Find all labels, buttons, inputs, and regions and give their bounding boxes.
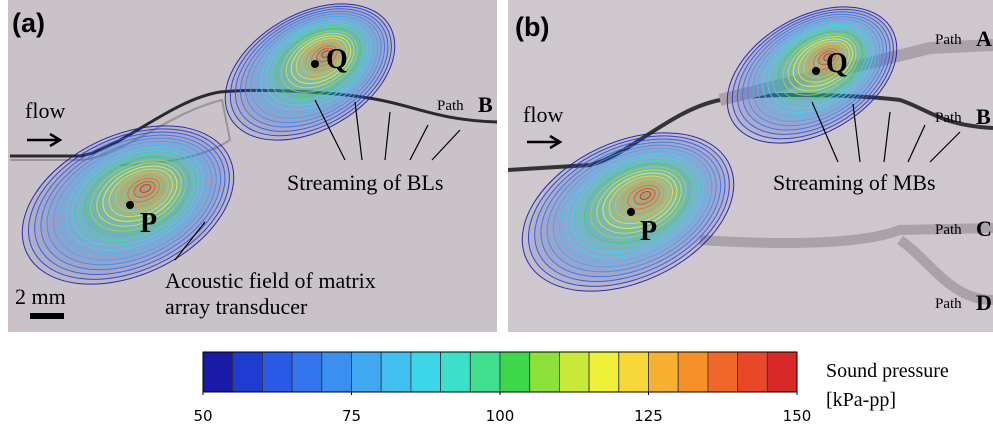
colorbar-segment [469,351,501,393]
path-prefix: Path [437,98,464,114]
contour [559,150,709,263]
colorbar-segment [410,351,441,393]
contour [807,45,843,74]
path-letter: A [976,26,992,51]
path-prefix: Path [935,110,962,126]
point-marker [627,208,635,216]
scale-bar [30,313,64,319]
tick-label: 100 [486,407,515,425]
channel [718,39,993,106]
contour [565,153,704,258]
channel-edge [10,88,497,158]
point-label: P [640,216,657,247]
contours [521,6,898,292]
colorbar-segment [291,351,323,393]
colorbar-segment [677,351,709,393]
contour [139,184,152,193]
colorbar-segment [648,351,679,393]
contour [639,191,652,200]
colorbar-segment [618,351,649,393]
annotation: array transducer [165,294,308,319]
flow-label: flow [523,102,563,127]
point-marker [311,60,319,68]
path-letter: B [478,92,493,117]
channel-edge [508,93,993,172]
path-prefix: Path [935,222,962,238]
contour [577,160,695,249]
tick-label: 75 [342,407,361,425]
colorbar-segment [588,351,620,393]
colorbar: 50 75 100 125 150 [193,351,812,425]
colorbar-segment [321,351,352,393]
tick-label: 50 [193,407,212,425]
tick-label: 125 [634,407,663,425]
colorbar-segment [261,351,293,393]
micrograph [8,0,497,332]
colorbar-segment [232,351,263,393]
colorbar-segment [440,351,471,393]
colorbar-segment [737,351,768,393]
channel [10,98,232,166]
panel-b [508,0,993,332]
colorbar-segment [559,351,590,393]
point-label: Q [326,44,348,75]
scale-bar-label: 2 mm [15,284,66,309]
colorbar-label: Sound pressure [826,360,949,382]
contour [321,50,331,58]
panel-label: (a) [12,8,45,38]
colorbar-segment [766,351,798,393]
contour [59,143,209,256]
pointer-lines [811,101,961,163]
flow-arrow [527,134,563,150]
path-letter: C [976,216,992,241]
colorbar-segment [202,351,234,393]
flow-arrow [27,132,63,148]
path-prefix: Path [935,32,962,48]
contour [71,150,200,247]
colorbar-unit: [kPa-pp] [826,389,896,411]
point-marker [812,67,820,75]
path-prefix: Path [935,296,962,312]
contour [571,157,700,254]
point-marker [126,201,134,209]
colorbar-segment [499,351,531,393]
colorbar-segment [351,351,382,393]
path-letter: D [976,290,992,315]
contour [797,40,850,83]
point-label: Q [826,48,848,79]
colorbar-segment [707,351,739,393]
contour [65,146,204,251]
contour [295,37,348,80]
channel [699,223,993,305]
tick-label: 150 [783,407,812,425]
colorbar-segment [529,351,560,393]
pointer-lines [174,99,461,261]
contour [77,153,195,242]
panel-label: (b) [515,12,549,42]
panel-a [8,0,497,332]
path-letter: B [976,104,991,129]
flow-label: flow [25,98,65,123]
annotation: Streaming of MBs [773,170,936,195]
contour [823,53,833,61]
annotation: Acoustic field of matrix [165,268,376,293]
colorbar-segment [380,351,412,393]
annotation: Streaming of BLs [287,170,443,195]
point-label: P [140,208,157,239]
